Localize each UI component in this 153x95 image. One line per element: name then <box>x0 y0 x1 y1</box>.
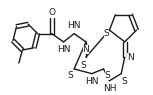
Text: S: S <box>121 77 127 86</box>
Text: S: S <box>105 71 110 80</box>
Text: N: N <box>127 53 134 62</box>
Text: HN: HN <box>57 45 70 54</box>
Text: S: S <box>80 61 86 70</box>
Text: HN: HN <box>67 21 81 30</box>
Text: S: S <box>67 71 73 80</box>
Text: S: S <box>104 29 109 38</box>
Text: NH: NH <box>103 84 116 93</box>
Text: HN: HN <box>85 77 99 86</box>
Text: N: N <box>82 45 89 54</box>
Text: O: O <box>48 8 55 17</box>
